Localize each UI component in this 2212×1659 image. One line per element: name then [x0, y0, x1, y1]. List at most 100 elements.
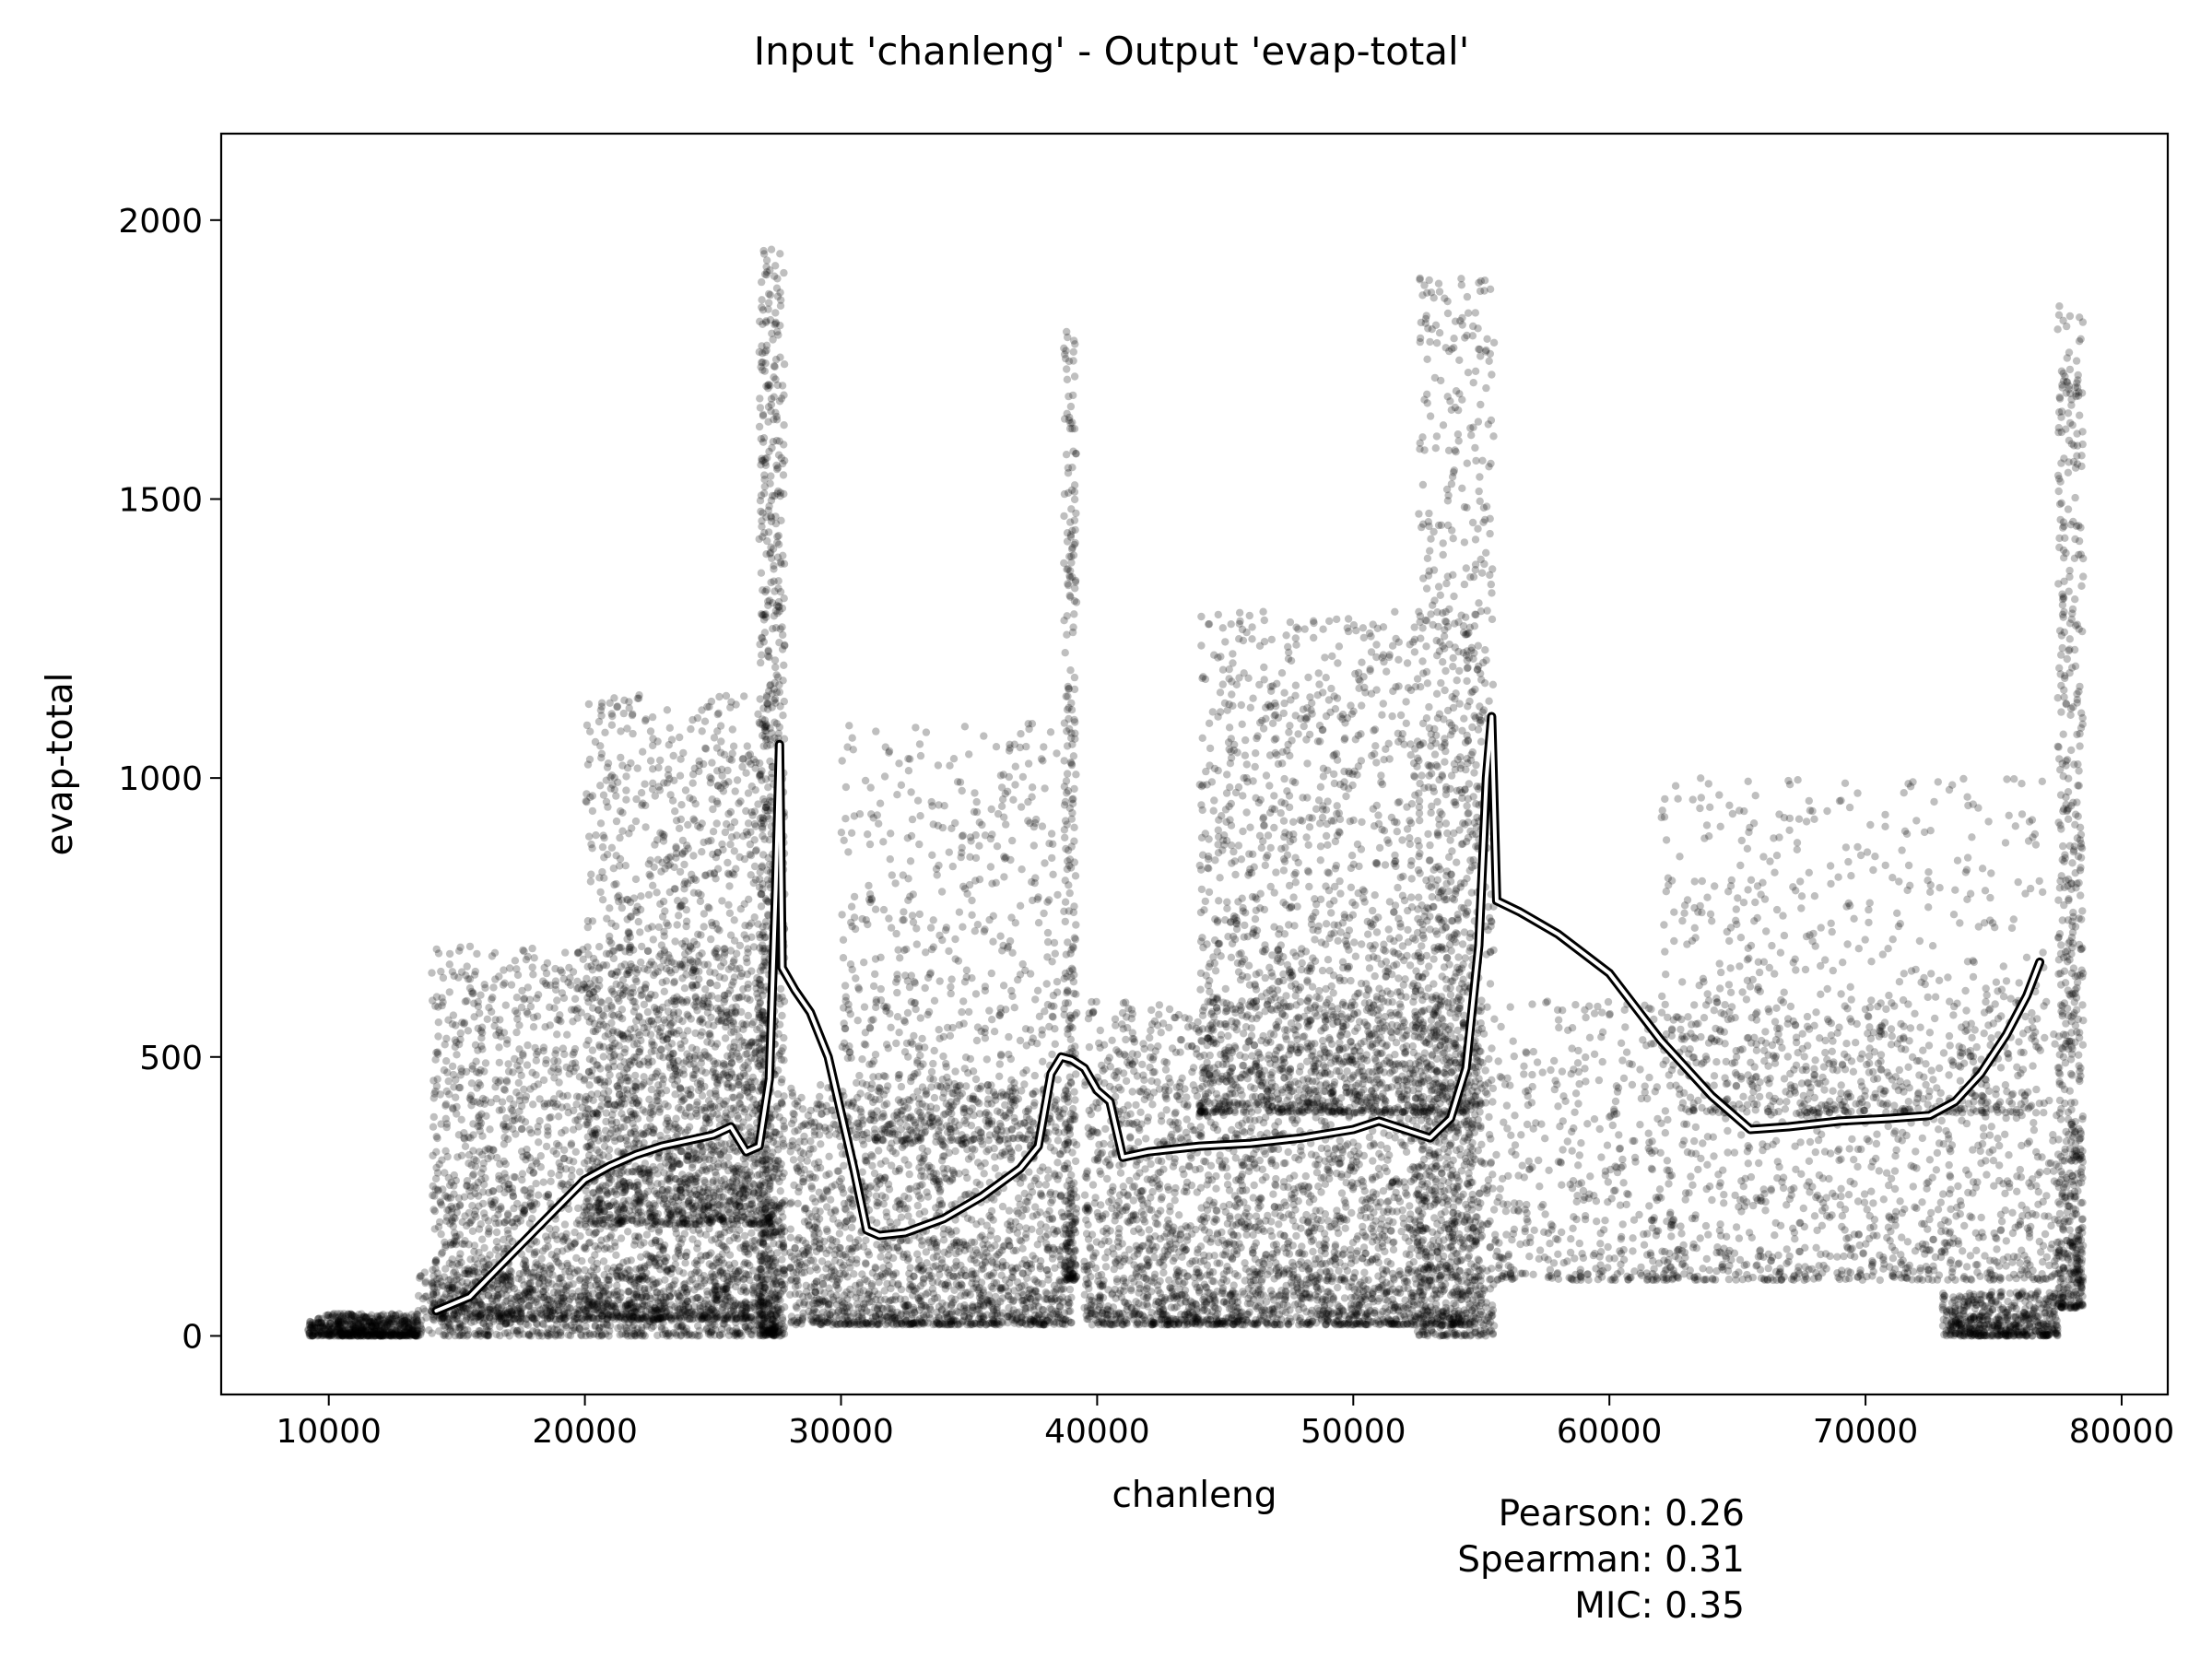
scatter-point: [330, 1320, 338, 1328]
scatter-point: [368, 1314, 377, 1324]
scatter-point: [520, 1085, 528, 1094]
scatter-point: [533, 1312, 541, 1322]
scatter-point: [622, 795, 630, 804]
scatter-point: [467, 1079, 477, 1088]
scatter-point: [378, 1331, 387, 1339]
scatter-point: [677, 1314, 686, 1324]
scatter-point: [553, 1257, 561, 1266]
scatter-point: [364, 1332, 372, 1340]
scatter-point: [728, 1270, 737, 1279]
scatter-point: [337, 1329, 346, 1337]
scatter-point: [532, 1071, 540, 1079]
scatter-point: [392, 1331, 400, 1339]
scatter-point: [488, 995, 496, 1004]
scatter-point: [470, 1210, 479, 1219]
scatter-point: [712, 819, 721, 828]
scatter-point: [393, 1314, 401, 1324]
scatter-point: [412, 1318, 420, 1326]
scatter-point: [616, 1312, 625, 1321]
scatter-point: [529, 971, 537, 979]
scatter-point: [599, 831, 607, 840]
scatter-point: [349, 1330, 359, 1339]
scatter-point: [529, 1100, 537, 1109]
scatter-point: [573, 1014, 582, 1022]
scatter-point: [405, 1324, 413, 1332]
scatter-point: [513, 1114, 523, 1123]
scatter-point: [665, 1311, 675, 1319]
scatter-point: [707, 1013, 715, 1022]
scatter-point: [368, 1328, 376, 1336]
scatter-point: [631, 1332, 641, 1340]
scatter-point: [372, 1323, 381, 1331]
scatter-point: [389, 1319, 398, 1328]
scatter-point: [523, 1061, 532, 1069]
scatter-point: [744, 819, 753, 828]
scatter-point: [381, 1324, 389, 1332]
scatter-point: [332, 1316, 341, 1325]
scatter-point: [373, 1315, 382, 1324]
scatter-point: [587, 840, 595, 849]
scatter-point: [559, 994, 569, 1003]
scatter-point: [571, 1147, 580, 1157]
scatter-point: [590, 1274, 599, 1282]
scatter-point: [476, 1116, 484, 1124]
scatter-point: [677, 801, 686, 809]
scatter-point: [566, 1273, 574, 1281]
scatter-point: [653, 888, 661, 897]
scatter-point: [633, 764, 641, 772]
scatter-point: [335, 1321, 344, 1329]
scatter-point: [684, 820, 692, 830]
scatter-point: [382, 1331, 390, 1340]
scatter-point: [637, 1293, 645, 1302]
scatter-point: [517, 1071, 525, 1080]
scatter-point: [461, 997, 469, 1006]
scatter-point: [581, 1296, 589, 1304]
scatter-point: [668, 796, 677, 805]
scatter-point: [544, 1296, 552, 1304]
scatter-point: [468, 1227, 477, 1236]
scatter-point: [338, 1332, 347, 1340]
scatter-point: [488, 1187, 497, 1195]
scatter-point: [405, 1331, 413, 1340]
scatter-point: [619, 1114, 629, 1123]
scatter-point: [372, 1321, 381, 1330]
scatter-point: [680, 1328, 688, 1337]
scatter-point: [542, 1055, 550, 1065]
scatter-point: [526, 1273, 535, 1281]
scatter-point: [321, 1324, 329, 1333]
scatter-point: [451, 1036, 459, 1044]
scatter-point: [646, 1030, 655, 1039]
scatter-point: [403, 1332, 411, 1340]
scatter-point: [306, 1332, 315, 1340]
scatter-point: [349, 1323, 359, 1332]
scatter-point: [382, 1322, 391, 1331]
scatter-point: [652, 1236, 660, 1245]
scatter-point: [634, 1275, 643, 1283]
scatter-point: [353, 1332, 361, 1340]
scatter-point: [325, 1323, 334, 1332]
scatter-point: [337, 1324, 347, 1334]
scatter-point: [545, 1113, 554, 1123]
scatter-point: [308, 1332, 316, 1340]
scatter-point: [724, 858, 732, 867]
scatter-point: [607, 710, 616, 718]
scatter-point: [741, 1323, 750, 1332]
scatter-point: [521, 1096, 530, 1104]
scatter-point: [606, 1071, 614, 1079]
scatter-point: [401, 1327, 409, 1335]
scatter-point: [746, 1124, 754, 1132]
scatter-point: [338, 1327, 347, 1335]
scatter-point: [335, 1312, 345, 1321]
scatter-point: [394, 1310, 404, 1318]
scatter-point: [342, 1329, 350, 1337]
scatter-point: [639, 1301, 647, 1311]
scatter-point: [726, 823, 735, 831]
scatter-point: [359, 1319, 368, 1327]
scatter-point: [669, 1200, 678, 1209]
scatter-point: [585, 1081, 594, 1089]
scatter-point: [348, 1324, 357, 1334]
scatter-point: [709, 828, 718, 836]
scatter-point: [518, 1124, 526, 1134]
scatter-point: [738, 762, 747, 771]
scatter-point: [738, 1309, 747, 1318]
